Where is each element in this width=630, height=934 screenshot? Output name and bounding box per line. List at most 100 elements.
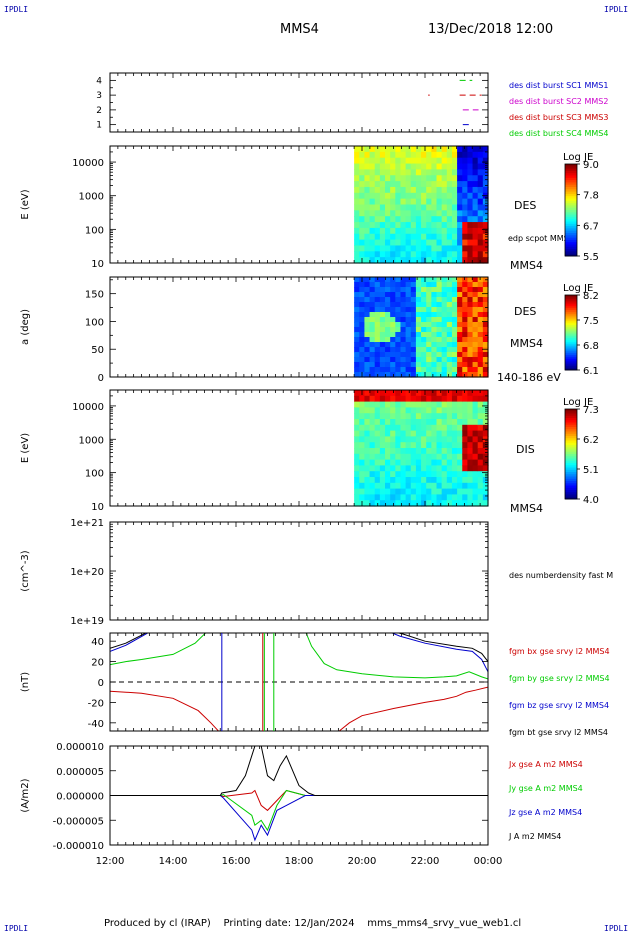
des-pitch-colorbar-cell: [565, 295, 577, 298]
des-pitch-cell: [364, 337, 371, 343]
des-pitch-cell: [436, 297, 443, 303]
dis-energy-cell: [385, 500, 391, 507]
des-energy-cell: [385, 198, 391, 206]
des-energy-cell: [472, 216, 479, 223]
dis-energy-cell: [379, 477, 386, 484]
dis-energy-cell: [431, 390, 438, 397]
des-pitch-cell: [457, 287, 463, 293]
des-pitch-cell: [390, 372, 396, 378]
des-pitch-cell: [436, 372, 443, 378]
des-pitch-cell: [415, 302, 422, 308]
des-pitch-cell: [379, 282, 386, 288]
des-energy-colorbar-cell: [565, 166, 577, 170]
des-energy-colorbar-cell: [565, 223, 577, 227]
dis-energy-cell: [364, 401, 371, 408]
des-energy-cell: [415, 186, 422, 194]
des-energy-cell: [477, 210, 484, 217]
des-pitch-cell: [477, 312, 484, 318]
des-pitch-cell: [421, 282, 427, 288]
dis-energy-cell: [379, 419, 386, 426]
des-energy-cell: [426, 181, 432, 188]
des-energy-cell: [395, 216, 402, 223]
dis-energy-cell: [467, 471, 474, 478]
des-pitch-cell: [482, 362, 489, 368]
dis-energy-cell: [379, 401, 386, 408]
des-energy-cell: [379, 198, 386, 206]
des-energy-cell: [364, 204, 371, 211]
des-pitch-cell: [421, 302, 427, 308]
des-energy-cell: [457, 186, 463, 194]
des-pitch-colorbar-cell: [565, 317, 577, 320]
des-pitch-cell: [441, 337, 448, 343]
des-pitch-cell: [467, 362, 474, 368]
dis-energy-cell: [390, 407, 396, 414]
dis-energy-cell: [472, 390, 479, 397]
des-energy-cell: [477, 186, 484, 194]
dis-energy-cell: [431, 471, 438, 478]
des-energy-cell: [441, 192, 448, 200]
dis-energy-cell: [415, 401, 422, 408]
dis-energy-cell: [400, 407, 407, 414]
dis-energy-cell: [446, 413, 453, 420]
des-pitch-cell: [467, 332, 474, 338]
des-energy-cell: [374, 204, 381, 211]
des-energy-cell: [364, 222, 371, 229]
des-pitch-cell: [431, 312, 438, 318]
des-energy-cell: [400, 192, 407, 200]
dis-energy-cell: [426, 482, 432, 490]
current-series-line: [110, 789, 488, 832]
dis-energy-cell: [431, 448, 438, 455]
dis-energy-cell: [374, 390, 381, 397]
dis-energy-cell: [390, 442, 396, 449]
des-energy-cell: [462, 251, 469, 258]
dis-energy-cell: [385, 401, 391, 408]
des-pitch-cell: [451, 347, 458, 353]
dis-energy-colorbar-tick-label: 6.2: [583, 435, 599, 446]
des-energy-cell: [431, 227, 438, 235]
dis-energy-cell: [385, 488, 391, 495]
des-pitch-cell: [405, 307, 412, 313]
des-pitch-colorbar-cell: [565, 319, 577, 322]
dis-energy-cell: [415, 430, 422, 437]
dis-energy-cell: [415, 453, 422, 461]
dis-energy-cell: [379, 488, 386, 495]
dis-energy-cell: [451, 465, 458, 472]
des-energy-cell: [379, 257, 386, 264]
des-energy-cell: [369, 181, 376, 188]
des-pitch-cell: [462, 327, 469, 333]
des-energy-cell: [441, 146, 448, 153]
des-energy-cell: [462, 222, 469, 229]
des-pitch-cell: [410, 332, 417, 338]
des-energy-cell: [379, 151, 386, 159]
des-pitch-cell: [421, 307, 427, 313]
des-pitch-colorbar-cell: [565, 323, 577, 326]
des-pitch-cell: [431, 322, 438, 328]
des-pitch-instrument-label: DES: [514, 305, 536, 318]
des-energy-colorbar-cell: [565, 242, 577, 245]
dis-energy-cell: [400, 401, 407, 408]
dis-energy-cell: [405, 407, 412, 414]
des-energy-cell: [482, 198, 489, 206]
des-energy-cell: [477, 245, 484, 252]
des-pitch-cell: [467, 287, 474, 293]
des-pitch-cell: [441, 302, 448, 308]
des-pitch-colorbar-cell: [565, 347, 577, 350]
des-energy-cell: [467, 245, 474, 252]
dis-energy-cell: [446, 465, 453, 472]
des-energy-cell: [405, 175, 412, 182]
dis-energy-cell: [400, 395, 407, 403]
des-pitch-cell: [441, 352, 448, 358]
dis-energy-cell: [359, 488, 366, 495]
dis-energy-cell: [379, 436, 386, 443]
des-energy-cell: [457, 163, 463, 170]
des-pitch-cell: [374, 302, 381, 308]
dis-energy-cell: [364, 436, 371, 443]
des-pitch-cell: [467, 277, 474, 283]
des-energy-cell: [482, 157, 489, 165]
des-energy-cell: [421, 163, 427, 170]
dis-energy-cell: [472, 436, 479, 443]
des-pitch-cell: [421, 287, 427, 293]
dis-energy-cell: [421, 488, 427, 495]
dis-energy-cell: [482, 395, 489, 403]
dis-energy-cell: [359, 436, 366, 443]
